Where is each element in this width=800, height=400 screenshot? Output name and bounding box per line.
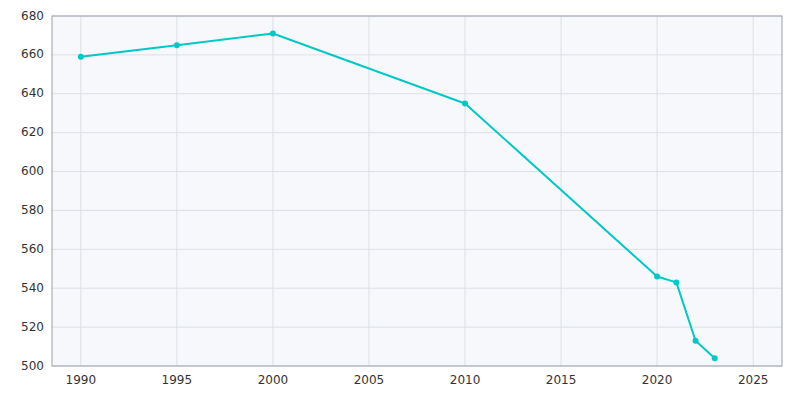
x-grid-line [465,16,466,366]
y-grid-line [52,249,782,250]
y-grid-line [52,288,782,289]
chart-svg: 500 520 540 560 580 600 620 640 660 680 1990 1995 20… [0,0,800,400]
series [78,31,718,362]
x-tick-label: 2015 [546,373,577,387]
y-tick-label: 600 [21,164,44,178]
x-tick-label: 2025 [738,373,769,387]
x-grid-line [176,16,177,366]
y-tick-label: 500 [21,359,44,373]
y-tick-label: 540 [21,281,44,295]
x-grid-line [80,16,81,366]
y-tick-label: 640 [21,86,44,100]
grid [52,16,782,366]
point [712,355,718,361]
y-tick-label: 580 [21,203,44,217]
point [654,274,660,280]
plot-frame [52,16,782,366]
line [81,34,715,359]
y-tick-label: 620 [21,125,44,139]
x-tick-label: 1990 [66,373,97,387]
x-grid-line [657,16,658,366]
y-grid-line [52,210,782,211]
x-grid-line [272,16,273,366]
y-tick-label: 660 [21,47,44,61]
x-tick-label: 2005 [354,373,385,387]
point [673,279,679,285]
x-grid-line [753,16,754,366]
point [693,338,699,344]
x-tick-label: 2020 [642,373,673,387]
y-grid-line [52,54,782,55]
x-tick-label: 2000 [258,373,289,387]
y-tick-label: 680 [21,9,44,23]
y-grid-line [52,327,782,328]
point [270,31,276,37]
y-grid-line [52,132,782,133]
y-grid-line [52,93,782,94]
plot-background [52,16,782,366]
tick-labels: 500 520 540 560 580 600 620 640 660 680 1990 1995 20… [21,9,768,388]
chart-container: 500 520 540 560 580 600 620 640 660 680 1990 1995 20… [0,0,800,400]
point [174,42,180,48]
x-tick-label: 1995 [162,373,193,387]
y-tick-label: 560 [21,242,44,256]
y-grid-line [52,171,782,172]
x-tick-label: 2010 [450,373,481,387]
point [78,54,84,60]
y-tick-label: 520 [21,320,44,334]
point [462,101,468,107]
